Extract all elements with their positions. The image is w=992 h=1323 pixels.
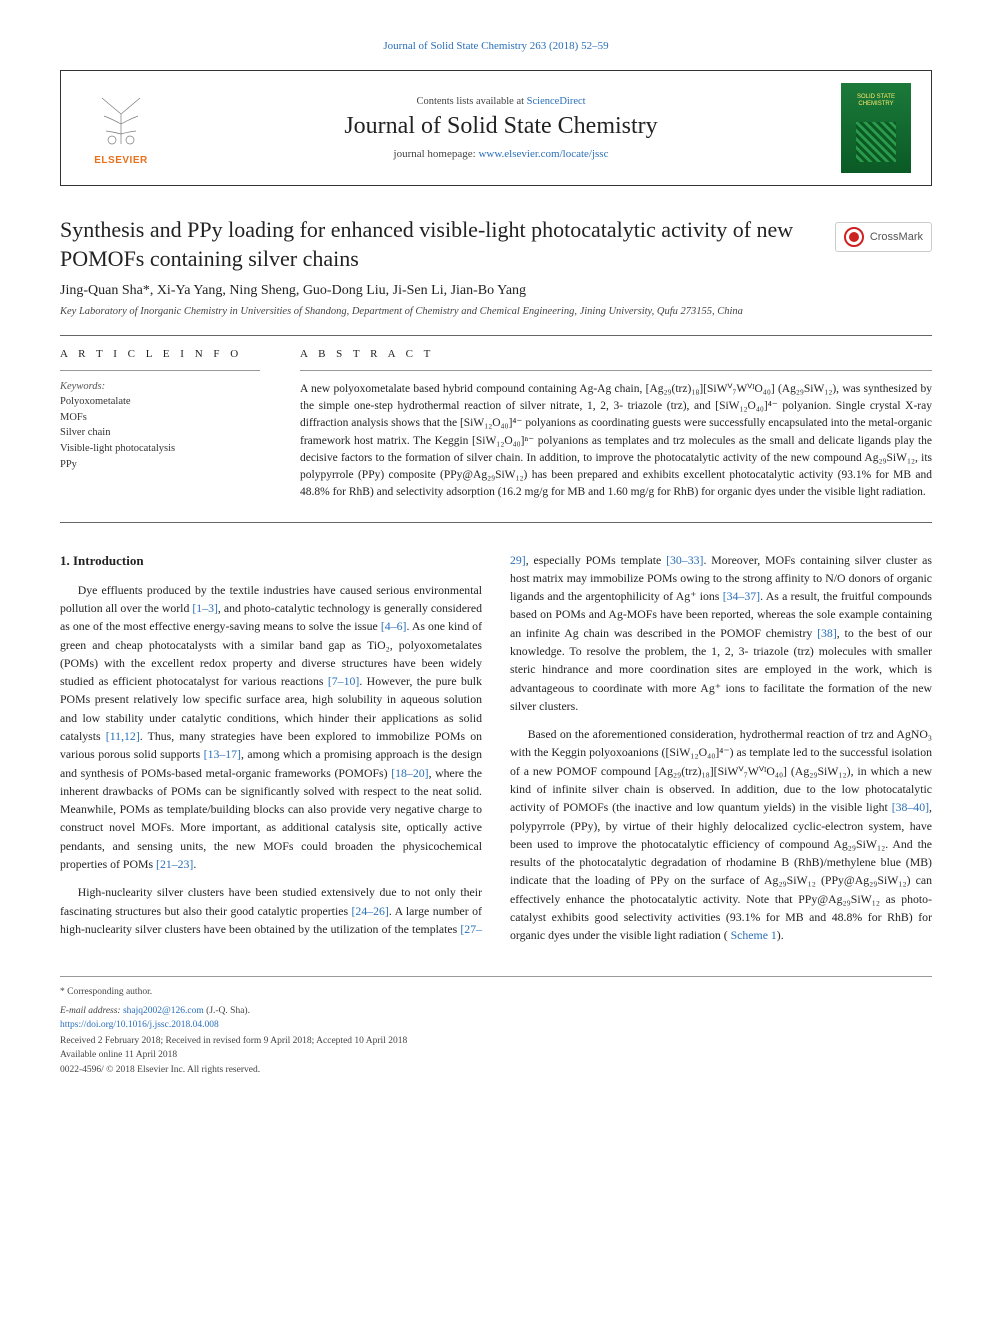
- journal-banner: ELSEVIER Contents lists available at Sci…: [60, 70, 932, 186]
- footer: * Corresponding author. E-mail address: …: [60, 976, 932, 1077]
- homepage-link[interactable]: www.elsevier.com/locate/jssc: [478, 148, 608, 160]
- author-list: Jing-Quan Sha*, Xi-Ya Yang, Ning Sheng, …: [60, 283, 932, 299]
- elsevier-tree-icon: [91, 91, 151, 151]
- p3a: Based on the aforementioned consideratio…: [510, 727, 932, 814]
- abstract-col: A B S T R A C T A new polyoxometalate ba…: [300, 348, 932, 502]
- homepage-prefix: journal homepage:: [394, 148, 479, 160]
- ref-13-17[interactable]: [13–17]: [204, 747, 241, 761]
- elsevier-logo-text: ELSEVIER: [94, 155, 147, 166]
- journal-cover-thumb[interactable]: SOLID STATE CHEMISTRY: [841, 83, 911, 173]
- ref-38-40[interactable]: [38–40]: [892, 800, 929, 814]
- abstract-heading: A B S T R A C T: [300, 348, 932, 360]
- p3b: , polypyrrole (PPy), by virtue of their …: [510, 800, 932, 942]
- abstract-text: A new polyoxometalate based hybrid compo…: [300, 381, 932, 502]
- scheme-1-link[interactable]: Scheme 1: [731, 928, 777, 942]
- ref-18-20[interactable]: [18–20]: [391, 766, 428, 780]
- ref-4-6[interactable]: [4–6]: [381, 619, 407, 633]
- crossmark-label: CrossMark: [870, 231, 923, 243]
- ref-24-26[interactable]: [24–26]: [352, 904, 389, 918]
- banner-center: Contents lists available at ScienceDirec…: [181, 96, 821, 160]
- article-info-rule: [60, 370, 260, 371]
- corresponding-author: * Corresponding author.: [60, 985, 932, 999]
- received-line: Received 2 February 2018; Received in re…: [60, 1034, 932, 1048]
- introduction-heading: 1. Introduction: [60, 551, 482, 571]
- keywords-list: Polyoxometalate MOFs Silver chain Visibl…: [60, 394, 260, 473]
- homepage-line: journal homepage: www.elsevier.com/locat…: [181, 148, 821, 160]
- copyright-line: 0022-4596/ © 2018 Elsevier Inc. All righ…: [60, 1063, 932, 1077]
- rule-top: [60, 335, 932, 336]
- ref-38[interactable]: [38]: [817, 626, 837, 640]
- ref-7-10[interactable]: [7–10]: [328, 674, 359, 688]
- cover-pattern: [856, 122, 896, 162]
- intro-para-3: Based on the aforementioned consideratio…: [510, 725, 932, 944]
- article-info-heading: A R T I C L E I N F O: [60, 348, 260, 360]
- article-title: Synthesis and PPy loading for enhanced v…: [60, 216, 815, 273]
- email-author: (J.-Q. Sha).: [204, 1006, 250, 1016]
- p1h: .: [193, 857, 196, 871]
- ref-1-3[interactable]: [1–3]: [192, 601, 218, 615]
- crossmark-badge[interactable]: CrossMark: [835, 222, 932, 252]
- p2c: , especially POMs template: [526, 553, 666, 567]
- contents-prefix: Contents lists available at: [416, 96, 526, 107]
- article-info-col: A R T I C L E I N F O Keywords: Polyoxom…: [60, 348, 260, 502]
- elsevier-logo[interactable]: ELSEVIER: [81, 83, 161, 173]
- email-label: E-mail address:: [60, 1006, 123, 1016]
- rule-bottom: [60, 522, 932, 523]
- p3c: ).: [777, 928, 784, 942]
- p1g: , where the inherent drawbacks of POMs c…: [60, 766, 482, 871]
- intro-para-1: Dye effluents produced by the textile in…: [60, 581, 482, 874]
- email-line: E-mail address: shajq2002@126.com (J.-Q.…: [60, 1004, 932, 1018]
- keywords-label: Keywords:: [60, 381, 260, 392]
- body-columns: 1. Introduction Dye effluents produced b…: [60, 551, 932, 947]
- ref-34-37[interactable]: [34–37]: [723, 589, 760, 603]
- meta-row: A R T I C L E I N F O Keywords: Polyoxom…: [60, 348, 932, 502]
- cover-title: SOLID STATE CHEMISTRY: [845, 94, 907, 107]
- sciencedirect-link[interactable]: ScienceDirect: [527, 96, 586, 107]
- ref-11-12[interactable]: [11,12]: [106, 729, 140, 743]
- affiliation: Key Laboratory of Inorganic Chemistry in…: [60, 305, 932, 319]
- crossmark-icon: [844, 227, 864, 247]
- doi-link[interactable]: https://doi.org/10.1016/j.jssc.2018.04.0…: [60, 1018, 932, 1032]
- journal-name: Journal of Solid State Chemistry: [181, 113, 821, 140]
- ref-21-23[interactable]: [21–23]: [156, 857, 193, 871]
- header-citation[interactable]: Journal of Solid State Chemistry 263 (20…: [60, 40, 932, 52]
- ref-30-33[interactable]: [30–33]: [666, 553, 703, 567]
- article-head: Synthesis and PPy loading for enhanced v…: [60, 216, 932, 273]
- abstract-rule: [300, 370, 932, 371]
- contents-line: Contents lists available at ScienceDirec…: [181, 96, 821, 107]
- online-line: Available online 11 April 2018: [60, 1048, 932, 1062]
- author-email[interactable]: shajq2002@126.com: [123, 1006, 204, 1016]
